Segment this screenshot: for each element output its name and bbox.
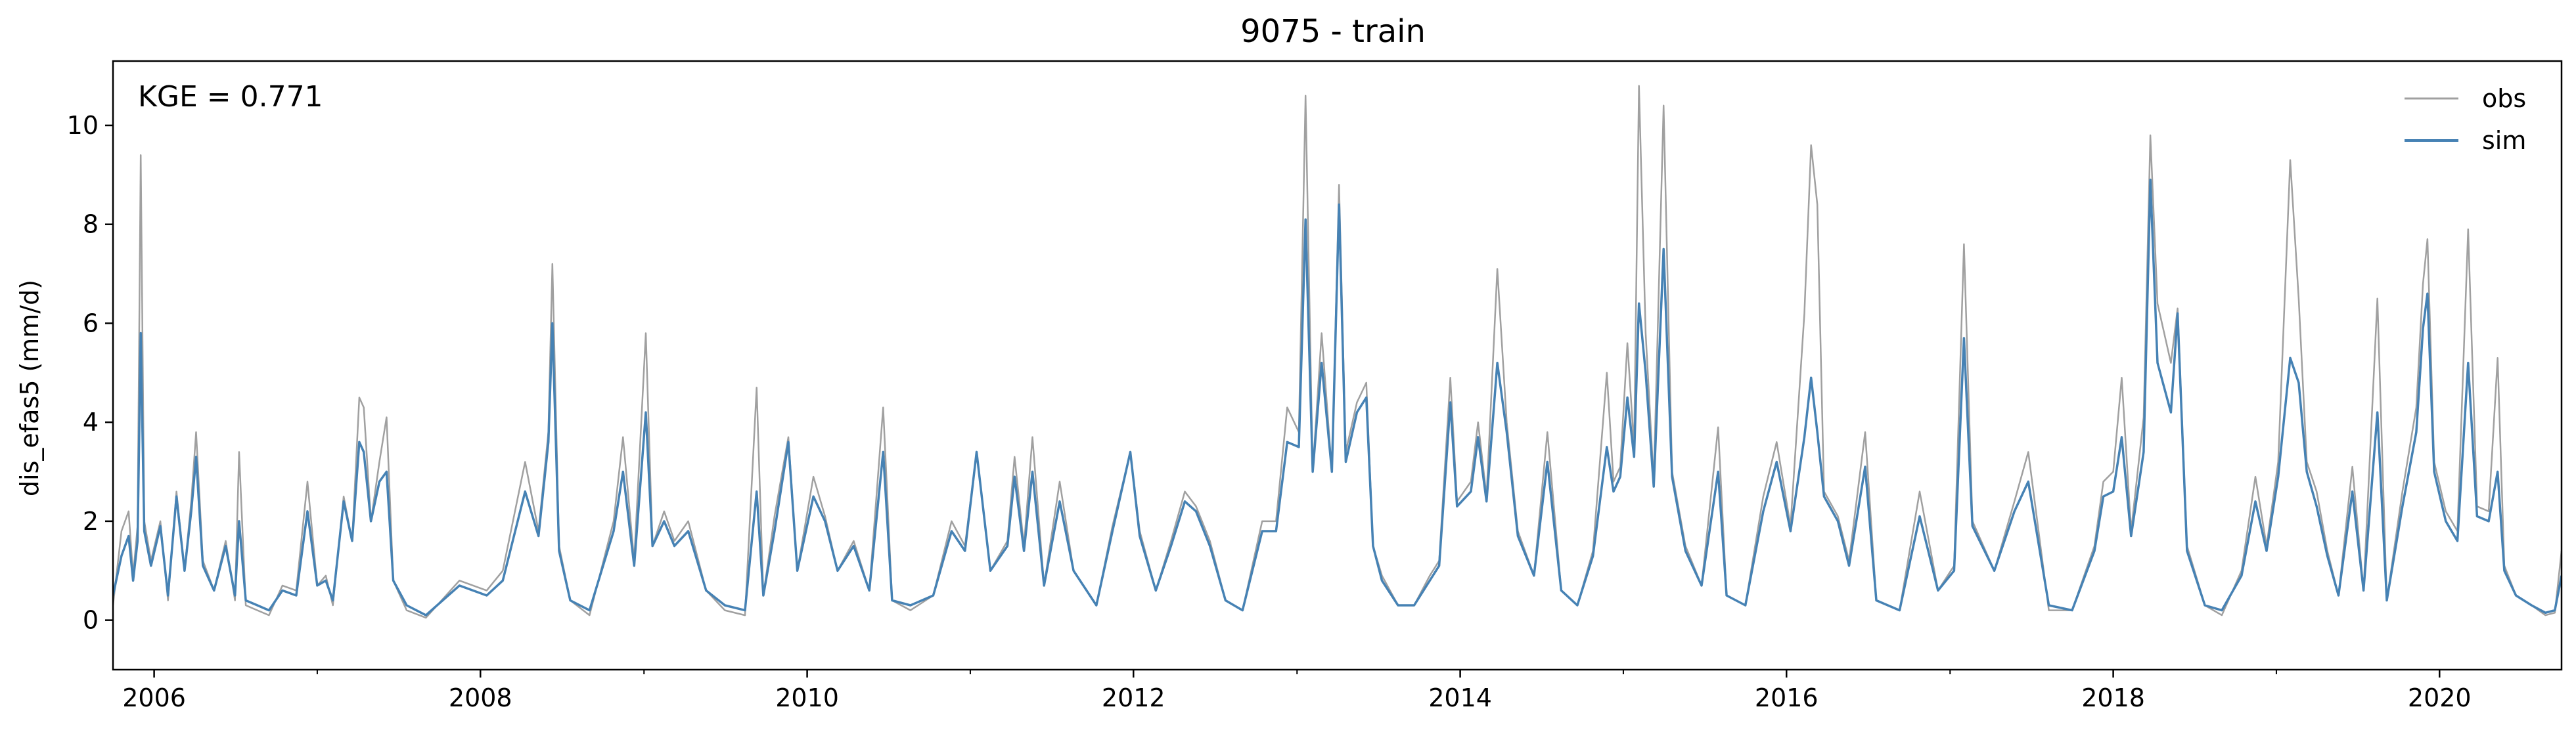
y-tick-label: 8 — [83, 210, 99, 239]
legend-sim-label: sim — [2482, 126, 2526, 155]
series-layer — [113, 85, 2562, 619]
y-tick-label: 0 — [83, 606, 99, 635]
chart-title: 9075 - train — [1240, 13, 1426, 50]
y-tick-label: 2 — [83, 507, 99, 536]
x-tick-label: 2006 — [122, 683, 186, 712]
x-tick-label: 2012 — [1102, 683, 1165, 712]
legend-obs-label: obs — [2482, 84, 2526, 113]
x-axis: 2006 2008 2010 2012 2014 2016 2018 2020 — [122, 670, 2472, 712]
legend: obs sim — [2405, 84, 2526, 155]
kge-annotation: KGE = 0.771 — [138, 80, 323, 114]
y-tick-label: 6 — [83, 309, 99, 337]
x-tick-label: 2014 — [1428, 683, 1492, 712]
x-tick-label: 2010 — [775, 683, 839, 712]
y-tick-label: 4 — [83, 408, 99, 437]
y-axis-label: dis_efas5 (mm/d) — [15, 280, 44, 496]
y-tick-label: 10 — [67, 111, 99, 140]
x-tick-label: 2008 — [449, 683, 512, 712]
series-line-obs — [113, 85, 2562, 619]
plot-area — [113, 85, 2562, 619]
series-line-sim — [113, 179, 2562, 616]
x-tick-label: 2020 — [2408, 683, 2472, 712]
x-tick-label: 2018 — [2081, 683, 2145, 712]
y-axis: 0 2 4 6 8 10 — [67, 111, 113, 635]
x-tick-label: 2016 — [1755, 683, 1819, 712]
plot-frame — [112, 60, 2563, 671]
